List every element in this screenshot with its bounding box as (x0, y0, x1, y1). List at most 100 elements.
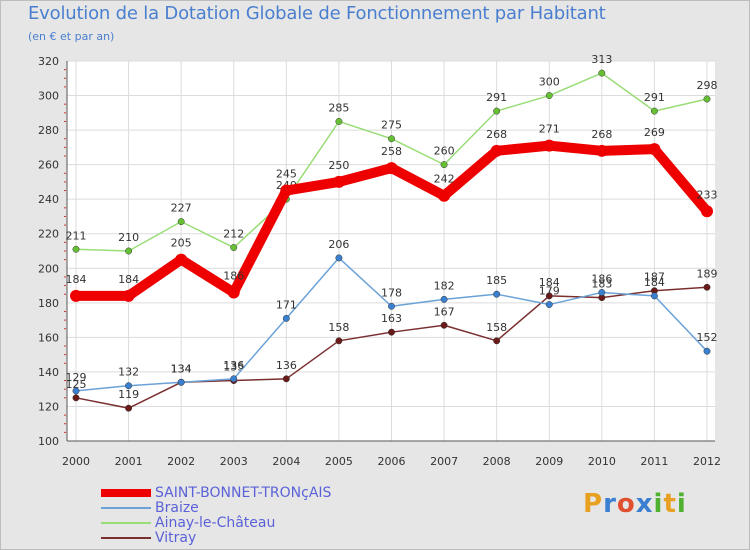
data-label-ainay-le-ch-teau: 227 (171, 202, 192, 215)
data-label-saint-bonnet-tron-ais: 250 (328, 159, 349, 172)
logo-letter: o (616, 489, 636, 519)
x-tick-label: 2012 (693, 455, 721, 468)
legend-label: SAINT-BONNET-TRONçAIS (155, 485, 332, 501)
legend-swatch-vitray (101, 537, 151, 539)
x-tick-label: 2002 (167, 455, 195, 468)
data-point-saint-bonnet-tron-ais (280, 184, 293, 197)
data-label-saint-bonnet-tron-ais: 186 (223, 269, 244, 282)
data-label-braize: 132 (118, 366, 139, 379)
legend-swatch-saint-bonnet-tronçais (101, 489, 151, 497)
x-tick-label: 2006 (378, 455, 406, 468)
y-tick-label: 320 (38, 55, 59, 68)
data-point-ainay-le-ch-teau (703, 95, 711, 103)
data-label-vitray: 187 (644, 271, 665, 284)
logo-letter: x (635, 489, 654, 519)
data-point-ainay-le-ch-teau (335, 118, 343, 125)
data-point-saint-bonnet-tron-ais (490, 144, 503, 157)
legend-item-vitray: Vitray (101, 530, 196, 546)
data-label-saint-bonnet-tron-ais: 271 (539, 123, 560, 136)
data-label-ainay-le-ch-teau: 291 (486, 91, 507, 104)
data-label-braize: 186 (591, 272, 612, 285)
logo-letter: i (653, 489, 664, 519)
data-point-saint-bonnet-tron-ais (227, 286, 240, 299)
data-label-vitray: 136 (276, 359, 297, 372)
data-point-saint-bonnet-tron-ais (385, 162, 398, 175)
data-point-ainay-le-ch-teau (388, 135, 395, 143)
x-tick-label: 2000 (62, 455, 90, 468)
legend-swatch-braize (101, 507, 151, 509)
data-label-braize: 185 (486, 274, 507, 287)
data-label-ainay-le-ch-teau: 300 (539, 76, 560, 89)
data-point-braize (440, 295, 448, 303)
x-tick-label: 2003 (220, 455, 248, 468)
data-label-braize: 184 (644, 276, 665, 289)
data-point-vitray (493, 337, 501, 345)
data-label-saint-bonnet-tron-ais: 269 (644, 126, 665, 139)
data-point-braize (493, 290, 501, 298)
data-label-vitray: 158 (486, 321, 507, 334)
data-label-vitray: 183 (591, 278, 612, 291)
data-point-braize (545, 301, 553, 308)
y-tick-label: 180 (38, 297, 59, 310)
data-label-braize: 171 (276, 298, 297, 311)
data-label-braize: 136 (223, 359, 244, 372)
data-point-braize (125, 382, 133, 390)
data-label-ainay-le-ch-teau: 260 (434, 145, 455, 158)
data-label-braize: 179 (539, 285, 560, 298)
y-tick-label: 280 (38, 124, 59, 137)
data-point-braize (650, 292, 658, 300)
legend-item-saint-bonnet-tronçais: SAINT-BONNET-TRONçAIS (101, 485, 331, 501)
x-tick-label: 2005 (325, 455, 353, 468)
data-point-vitray (545, 292, 553, 300)
data-label-saint-bonnet-tron-ais: 258 (381, 145, 402, 158)
data-label-ainay-le-ch-teau: 275 (381, 119, 402, 132)
data-point-saint-bonnet-tron-ais (438, 189, 451, 202)
y-tick-label: 220 (38, 228, 59, 241)
legend-label: Vitray (155, 530, 197, 546)
data-point-ainay-le-ch-teau (545, 92, 553, 99)
data-point-saint-bonnet-tron-ais (70, 289, 82, 302)
data-point-braize (335, 254, 343, 262)
data-point-ainay-le-ch-teau (598, 69, 606, 77)
data-point-ainay-le-ch-teau (125, 247, 133, 255)
x-tick-label: 2007 (430, 455, 458, 468)
data-point-vitray (125, 404, 133, 412)
x-tick-label: 2009 (535, 455, 563, 468)
proxiti-logo: Proxiti (583, 489, 687, 519)
data-label-saint-bonnet-tron-ais: 233 (697, 188, 718, 201)
data-label-ainay-le-ch-teau: 211 (66, 229, 87, 242)
data-point-saint-bonnet-tron-ais (122, 289, 135, 302)
data-point-braize (703, 347, 711, 355)
data-label-saint-bonnet-tron-ais: 184 (118, 273, 139, 286)
data-point-vitray (703, 283, 711, 291)
y-tick-label: 160 (38, 331, 59, 344)
data-label-braize: 178 (381, 286, 402, 299)
data-point-ainay-le-ch-teau (177, 218, 185, 226)
x-tick-label: 2010 (588, 455, 616, 468)
data-point-saint-bonnet-tron-ais (648, 143, 661, 156)
legend-item-ainay-le-chateau: Ainay-le-Château (101, 515, 275, 531)
data-point-saint-bonnet-tron-ais (175, 253, 188, 266)
chart-subtitle: (en € et par an) (28, 30, 115, 43)
data-label-saint-bonnet-tron-ais: 184 (66, 273, 87, 286)
data-point-saint-bonnet-tron-ais (332, 175, 345, 188)
data-label-braize: 152 (697, 331, 718, 344)
y-tick-label: 120 (38, 400, 59, 413)
data-point-vitray (388, 328, 395, 336)
data-point-ainay-le-ch-teau (230, 244, 238, 251)
y-tick-label: 100 (38, 435, 59, 448)
data-label-ainay-le-ch-teau: 285 (328, 101, 349, 114)
data-label-vitray: 134 (171, 362, 192, 375)
legend-label: Ainay-le-Château (155, 515, 276, 531)
data-label-vitray: 135 (223, 361, 244, 374)
data-label-vitray: 158 (328, 321, 349, 334)
data-point-saint-bonnet-tron-ais (543, 139, 556, 152)
data-label-vitray: 167 (434, 305, 455, 318)
data-label-saint-bonnet-tron-ais: 268 (486, 128, 507, 141)
data-point-saint-bonnet-tron-ais (595, 144, 608, 157)
data-label-vitray: 184 (539, 276, 560, 289)
data-point-vitray (282, 375, 290, 383)
chart-title: Evolution de la Dotation Globale de Fonc… (28, 3, 606, 24)
